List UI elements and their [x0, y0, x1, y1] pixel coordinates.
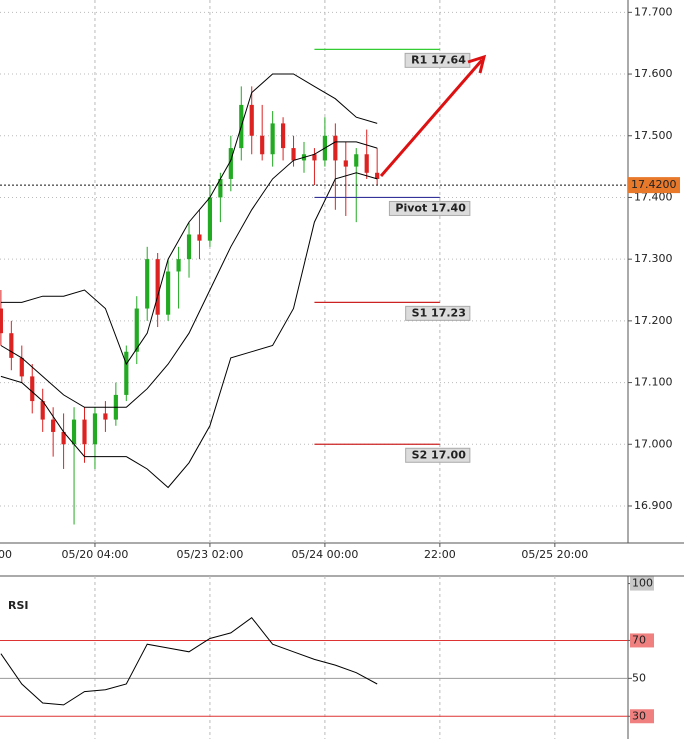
candle-body: [312, 154, 317, 161]
candle-body: [166, 271, 171, 315]
x-tick-label: 05/25 20:00: [521, 548, 588, 561]
rsi-title: RSI: [8, 599, 29, 612]
x-tick-label: 05/24 00:00: [291, 548, 358, 561]
candle-body: [40, 401, 45, 420]
candle-body: [51, 419, 56, 432]
y-tick-label: 17.100: [634, 376, 673, 389]
arrow-head: [467, 54, 487, 74]
candle-body: [333, 135, 338, 161]
candle-body: [92, 413, 98, 445]
candle-body: [9, 333, 14, 358]
y-tick-label: 17.000: [634, 437, 673, 450]
candle-body: [19, 357, 24, 377]
candle-body: [103, 413, 108, 420]
rsi-tick-box: [630, 633, 654, 648]
y-tick-label: 17.300: [634, 252, 673, 265]
y-tick-label: 16.900: [634, 499, 673, 512]
rsi-tick-box: [630, 709, 654, 724]
candle-body: [61, 431, 66, 445]
candle-body: [218, 178, 223, 198]
rsi-tick-label: 50: [632, 671, 646, 684]
pivot-label: S1 17.23: [412, 306, 466, 319]
candle-body: [176, 259, 181, 272]
candle-body: [270, 123, 275, 155]
candle-body: [186, 234, 192, 260]
candle-body: [375, 172, 380, 179]
candle-body: [155, 259, 160, 315]
last-price-box: [628, 177, 680, 194]
bollinger-band: [0, 172, 378, 489]
candle-body: [228, 148, 233, 179]
y-tick-label: 17.700: [634, 5, 673, 18]
y-tick-label: 17.400: [634, 190, 673, 203]
candle-body: [124, 351, 129, 395]
candle-body: [354, 154, 359, 167]
candle-body: [134, 308, 139, 352]
candle-body: [30, 376, 35, 402]
pivot-label: S2 17.00: [412, 448, 467, 461]
candle-body: [343, 160, 348, 167]
candle-body: [364, 154, 369, 173]
arrow-shaft: [379, 59, 484, 177]
pivot-label-box: [405, 305, 471, 321]
candle-body: [280, 123, 286, 149]
candle-body: [249, 104, 254, 136]
candle-body: [71, 419, 77, 445]
rsi-tick-label: 70: [632, 633, 646, 646]
pivot-label: Pivot 17.40: [395, 201, 466, 214]
rsi-line: [0, 617, 378, 706]
y-tick-label: 17.200: [634, 314, 673, 327]
candle-body: [207, 197, 213, 241]
y-tick-label: 17.600: [634, 67, 673, 80]
x-tick-label: 05/20 04:00: [62, 548, 129, 561]
pivot-label-box: [405, 447, 471, 463]
pivot-label-box: [388, 200, 471, 216]
rsi-tick-box: [630, 576, 654, 591]
last-price-label: 17.4200: [631, 178, 677, 191]
x-tick-label: 00: [0, 548, 12, 561]
candle-body: [0, 308, 3, 334]
y-tick-label: 17.500: [634, 129, 673, 142]
pivot-label: R1 17.64: [411, 53, 466, 66]
trend-arrow: [379, 54, 487, 177]
x-tick-label: 22:00: [424, 548, 456, 561]
candle-body: [82, 419, 87, 445]
candle-body: [145, 259, 150, 309]
candle-body: [260, 135, 265, 155]
bollinger-band: [0, 73, 378, 366]
candle-body: [197, 234, 202, 241]
rsi-tick-label: 100: [632, 577, 653, 590]
rsi-tick-label: 30: [632, 709, 646, 722]
candle-body: [291, 148, 296, 161]
bollinger-band: [0, 141, 378, 408]
x-tick-label: 05/23 02:00: [176, 548, 243, 561]
